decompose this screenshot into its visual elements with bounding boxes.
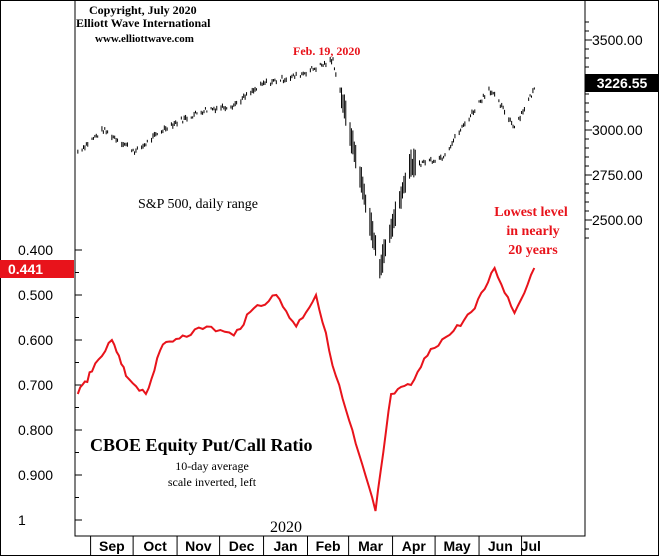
- spx-series: [77, 57, 535, 279]
- ratio-subtitle-1: 10-day average: [175, 459, 249, 473]
- ratio-tick-label: 0.600: [18, 332, 53, 348]
- ratio-tick-label: 0.900: [18, 467, 53, 483]
- website-text: www.elliottwave.com: [95, 33, 194, 45]
- month-label: Sep: [99, 538, 125, 554]
- month-label: Oct: [143, 538, 167, 554]
- low-annotation-line2: in nearly: [506, 224, 559, 239]
- ratio-tick-label: 0.800: [18, 422, 53, 438]
- spx-tick-label: 2750.00: [592, 167, 643, 183]
- plot-frame: [74, 0, 586, 537]
- ratio-tick-label: 1: [18, 512, 26, 528]
- spx-tick-label: 2500.00: [592, 212, 643, 228]
- ratio-title: CBOE Equity Put/Call Ratio: [90, 435, 313, 455]
- peak-annotation: Feb. 19, 2020: [293, 44, 360, 58]
- low-annotation-line3: 20 years: [508, 243, 558, 258]
- spx-tick-label: 3000.00: [592, 122, 643, 138]
- ratio-tick-label: 0.700: [18, 377, 53, 393]
- spx-tick-label: 3500.00: [592, 32, 643, 48]
- spx-last-value-tag: 3226.55: [585, 74, 659, 92]
- x-axis: Sep Oct Nov Dec Jan Feb Mar Apr May Jun Jul: [75, 535, 585, 556]
- spx-title: S&P 500, daily range: [138, 197, 258, 212]
- low-annotation-line1: Lowest level: [494, 205, 568, 220]
- month-label: Feb: [316, 538, 341, 554]
- ratio-axis: 0.400 0.500 0.600 0.700 0.800 0.900 1: [18, 242, 82, 528]
- ratio-series-line: [76, 265, 536, 512]
- spx-last-value: 3226.55: [597, 75, 648, 91]
- month-label: May: [443, 538, 470, 554]
- month-label: Jul: [521, 538, 541, 554]
- year-label: 2020: [270, 519, 302, 536]
- ratio-last-value-tag: 0.441: [0, 260, 74, 278]
- month-label: Apr: [402, 538, 427, 554]
- publisher-text: Elliott Wave International: [76, 16, 211, 30]
- month-label: Nov: [185, 538, 212, 554]
- copyright-text: Copyright, July 2020: [89, 3, 197, 17]
- ratio-subtitle-2: scale inverted, left: [168, 475, 257, 489]
- month-label: Mar: [358, 538, 383, 554]
- month-label: Dec: [229, 538, 255, 554]
- ratio-tick-label: 0.400: [18, 242, 53, 258]
- ratio-last-value: 0.441: [8, 261, 43, 277]
- month-label: Jan: [273, 538, 297, 554]
- month-label: Jun: [488, 538, 513, 554]
- ratio-tick-label: 0.500: [18, 287, 53, 303]
